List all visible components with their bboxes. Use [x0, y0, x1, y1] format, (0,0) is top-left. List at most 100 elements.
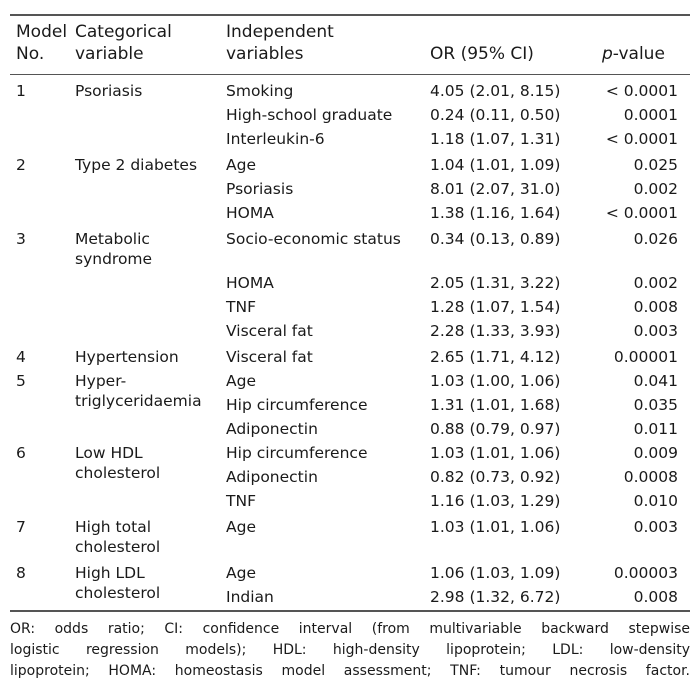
independent-variable-cell: Visceral fat [226, 348, 313, 366]
p-value-cell: 0.035 [633, 396, 678, 414]
model-no-cell: 6 [16, 444, 26, 462]
header-independent-variables: Independent variables [226, 22, 334, 64]
categorical-variable-cell: High total cholesterol [75, 517, 160, 557]
categorical-variable-line: Psoriasis [75, 82, 143, 100]
odds-ratio-cell: 1.16 (1.03, 1.29) [430, 492, 561, 510]
footnote-line: logistic regression models); HDL: high-d… [10, 642, 690, 658]
table-row: Visceral fat 2.28 (1.33, 3.93) 0.003 [10, 321, 690, 345]
table-row: 3 Metabolic syndrome Socio-economic status 0… [10, 229, 690, 268]
p-value-cell: 0.003 [633, 322, 678, 340]
model-no-cell: 2 [16, 156, 26, 174]
p-value-cell: 0.008 [633, 588, 678, 606]
model-no-cell: 1 [16, 82, 26, 100]
independent-variable-cell: HOMA [226, 274, 274, 292]
odds-ratio-cell: 2.28 (1.33, 3.93) [430, 322, 561, 340]
table-row: Adiponectin 0.88 (0.79, 0.97) 0.011 [10, 419, 690, 443]
header-p-value: p-value [602, 44, 665, 64]
table-row: 8 High LDL cholesterol Age 1.06 (1.03, 1.09)… [10, 563, 690, 602]
categorical-variable-cell: Hyper-triglyceridaemia [75, 371, 202, 411]
p-value-cell: 0.008 [633, 298, 678, 316]
table-row: Psoriasis 8.01 (2.07, 31.0) 0.002 [10, 179, 690, 203]
independent-variable-cell: TNF [226, 298, 256, 316]
table-row: Hip circumference 1.31 (1.01, 1.68) 0.035 [10, 395, 690, 419]
model-no-cell: 8 [16, 564, 26, 582]
model-no-cell: 3 [16, 230, 26, 248]
categorical-variable-cell: Metabolic syndrome [75, 229, 152, 269]
table-row: 7 High total cholesterol Age 1.03 (1.01, 1.0… [10, 517, 690, 556]
model-no-cell: 4 [16, 348, 26, 366]
independent-variable-cell: Psoriasis [226, 180, 294, 198]
p-value-cell: 0.00003 [613, 564, 678, 582]
table-bottom-rule [10, 610, 690, 612]
categorical-variable-line: cholesterol [75, 464, 161, 482]
odds-ratio-cell: 2.05 (1.31, 3.22) [430, 274, 561, 292]
odds-ratio-cell: 1.03 (1.00, 1.06) [430, 372, 561, 390]
categorical-variable-cell: Hypertension [75, 347, 179, 367]
independent-variable-cell: Age [226, 564, 256, 582]
footnote-line: lipoprotein; HOMA: homeostasis model ass… [10, 663, 690, 679]
table-row: TNF 1.28 (1.07, 1.54) 0.008 [10, 297, 690, 321]
p-value-cell: 0.009 [633, 444, 678, 462]
independent-variable-cell: Adiponectin [226, 420, 318, 438]
categorical-variable-line: Hypertension [75, 348, 179, 366]
categorical-variable-cell: Low HDL cholesterol [75, 443, 160, 483]
footnote-line: OR: odds ratio; CI: confidence interval … [10, 621, 690, 637]
p-value-cell: 0.011 [633, 420, 678, 438]
odds-ratio-cell: 0.82 (0.73, 0.92) [430, 468, 561, 486]
categorical-variable-cell: Psoriasis [75, 81, 142, 101]
odds-ratio-cell: 1.06 (1.03, 1.09) [430, 564, 561, 582]
categorical-variable-line: High total [75, 518, 151, 536]
model-no-cell: 7 [16, 518, 26, 536]
categorical-variable-cell: High LDL cholesterol [75, 563, 160, 603]
categorical-variable-line: syndrome [75, 250, 153, 268]
independent-variable-cell: Adiponectin [226, 468, 318, 486]
independent-variable-cell: Visceral fat [226, 322, 313, 340]
independent-variable-cell: Interleukin-6 [226, 130, 325, 148]
table-row: 1 Psoriasis Smoking 4.05 (2.01, 8.15) < 0.00… [10, 81, 690, 105]
p-value-cell: 0.002 [633, 274, 678, 292]
categorical-variable-line: Hyper- [75, 372, 127, 390]
categorical-variable-line: triglyceridaemia [75, 392, 202, 410]
odds-ratio-cell: 1.03 (1.01, 1.06) [430, 444, 561, 462]
independent-variable-cell: TNF [226, 492, 256, 510]
independent-variable-cell: High-school graduate [226, 106, 393, 124]
categorical-variable-line: Metabolic [75, 230, 150, 248]
table-row: Indian 2.98 (1.32, 6.72) 0.008 [10, 587, 690, 611]
table-row: 6 Low HDL cholesterol Hip circumference 1.03… [10, 443, 690, 482]
p-value-cell: < 0.0001 [605, 204, 678, 222]
header-model-no: Model No. [16, 22, 68, 64]
independent-variable-cell: Smoking [226, 82, 294, 100]
p-value-cell: 0.00001 [613, 348, 678, 366]
categorical-variable-line: cholesterol [75, 538, 161, 556]
p-value-cell: 0.010 [633, 492, 678, 510]
p-value-cell: 0.003 [633, 518, 678, 536]
odds-ratio-cell: 0.88 (0.79, 0.97) [430, 420, 561, 438]
p-value-cell: 0.025 [633, 156, 678, 174]
table-row: 2 Type 2 diabetes Age 1.04 (1.01, 1.09) 0.02… [10, 155, 690, 179]
odds-ratio-cell: 1.03 (1.01, 1.06) [430, 518, 561, 536]
header-categorical-variable: Categorical variable [75, 22, 172, 64]
categorical-variable-line: cholesterol [75, 584, 161, 602]
table-row: HOMA 2.05 (1.31, 3.22) 0.002 [10, 273, 690, 297]
odds-ratio-cell: 1.28 (1.07, 1.54) [430, 298, 561, 316]
categorical-variable-line: Low HDL [75, 444, 143, 462]
odds-ratio-cell: 1.04 (1.01, 1.09) [430, 156, 561, 174]
independent-variable-cell: Hip circumference [226, 396, 368, 414]
model-no-cell: 5 [16, 372, 26, 390]
odds-ratio-cell: 2.98 (1.32, 6.72) [430, 588, 561, 606]
categorical-variable-line: High LDL [75, 564, 145, 582]
table-header-rule [10, 74, 690, 75]
table-row: High-school graduate 0.24 (0.11, 0.50) 0.0… [10, 105, 690, 129]
independent-variable-cell: Age [226, 372, 256, 390]
odds-ratio-cell: 0.34 (0.13, 0.89) [430, 230, 561, 248]
p-value-cell: 0.002 [633, 180, 678, 198]
table-top-rule [10, 14, 690, 16]
categorical-variable-cell: Type 2 diabetes [75, 155, 197, 175]
p-value-cell: 0.0001 [623, 106, 678, 124]
p-value-cell: < 0.0001 [605, 82, 678, 100]
p-value-cell: 0.0008 [623, 468, 678, 486]
independent-variable-cell: Hip circumference [226, 444, 368, 462]
header-or-ci: OR (95% CI) [430, 44, 534, 64]
odds-ratio-cell: 0.24 (0.11, 0.50) [430, 106, 561, 124]
table-row: TNF 1.16 (1.03, 1.29) 0.010 [10, 491, 690, 515]
